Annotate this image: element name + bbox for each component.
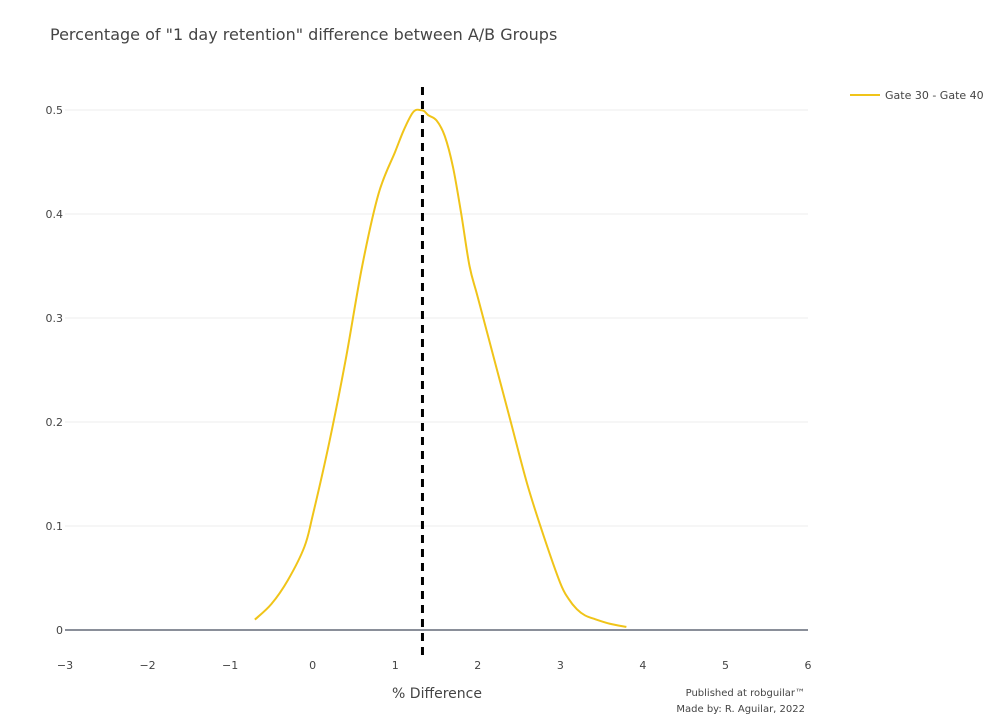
y-tick-label: 0.2 bbox=[46, 416, 64, 429]
x-tick-label: 6 bbox=[805, 659, 812, 672]
chart-title: Percentage of "1 day retention" differen… bbox=[50, 25, 557, 44]
y-tick-label: 0.5 bbox=[46, 104, 64, 117]
x-tick-label: 4 bbox=[639, 659, 646, 672]
y-tick-label: 0 bbox=[56, 624, 63, 637]
grid bbox=[65, 109, 808, 527]
annotation-published: Published at robguilar™ bbox=[686, 688, 805, 699]
x-axis-title: % Difference bbox=[392, 686, 482, 702]
x-tick-label: −1 bbox=[222, 659, 238, 672]
y-tick-label: 0.1 bbox=[46, 520, 64, 533]
x-tick-label: 3 bbox=[557, 659, 564, 672]
x-tick-label: 0 bbox=[309, 659, 316, 672]
legend-label: Gate 30 - Gate 40 bbox=[885, 89, 984, 102]
series-line-gate30-gate40 bbox=[254, 108, 627, 628]
x-tick-label: −3 bbox=[57, 659, 73, 672]
y-tick-label: 0.3 bbox=[46, 312, 64, 325]
legend[interactable]: Gate 30 - Gate 40 bbox=[850, 89, 984, 102]
annotation-made-by: Made by: R. Aguilar, 2022 bbox=[676, 704, 805, 715]
x-tick-label: 2 bbox=[474, 659, 481, 672]
x-tick-label: −2 bbox=[139, 659, 155, 672]
y-tick-label: 0.4 bbox=[46, 208, 64, 221]
x-axis-ticks: −3 −2 −1 0 1 2 3 4 5 6 bbox=[57, 659, 812, 672]
x-tick-label: 1 bbox=[392, 659, 399, 672]
y-axis-ticks: 0 0.1 0.2 0.3 0.4 0.5 bbox=[46, 104, 64, 637]
x-tick-label: 5 bbox=[722, 659, 729, 672]
